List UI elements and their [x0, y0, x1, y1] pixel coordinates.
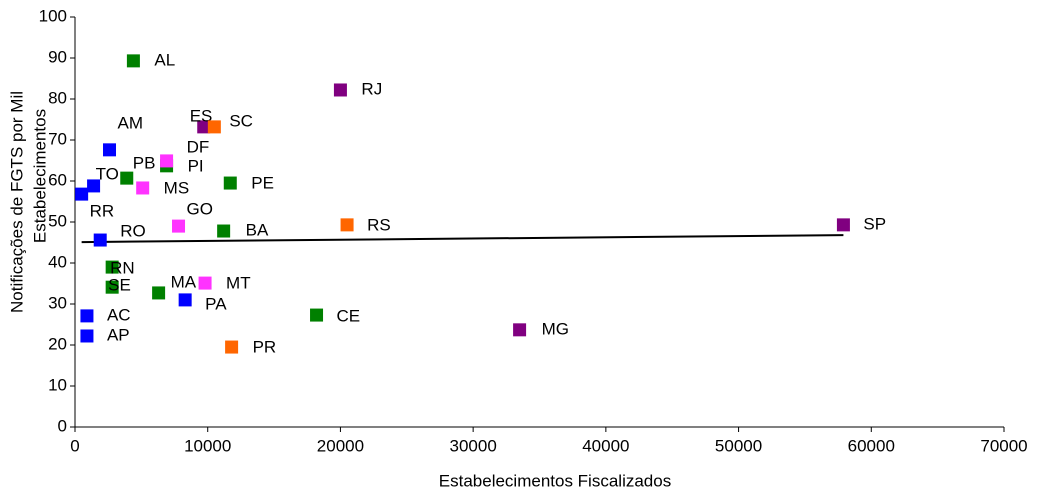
point: [75, 187, 89, 201]
point-label: TO: [96, 164, 119, 183]
point-label: SP: [863, 214, 886, 233]
point: [126, 54, 140, 68]
y-tick-label: 90: [48, 47, 67, 66]
point: [120, 171, 134, 185]
point-label: AM: [118, 113, 143, 132]
x-tick-label: 0: [70, 436, 79, 455]
point-label: PB: [133, 154, 156, 173]
x-tick-label: 60000: [848, 436, 895, 455]
point-label: CE: [337, 307, 361, 326]
point-label: PA: [205, 294, 227, 313]
x-tick-label: 20000: [317, 436, 364, 455]
y-tick-label: 0: [58, 416, 67, 435]
x-tick-label: 10000: [184, 436, 231, 455]
point: [105, 280, 119, 294]
y-axis-label: Notificações de FGTS por Mil: [7, 91, 26, 313]
point: [310, 308, 324, 322]
y-tick-label: 70: [48, 129, 67, 148]
point: [223, 176, 237, 190]
trendline: [81, 234, 844, 244]
point: [152, 286, 166, 300]
point-label: DF: [187, 137, 210, 156]
x-tick-label: 50000: [715, 436, 762, 455]
point-label: RJ: [361, 79, 382, 98]
point: [172, 219, 186, 233]
point-label: MG: [542, 319, 569, 338]
point: [105, 260, 119, 274]
point: [207, 120, 221, 134]
point-label: GO: [187, 200, 213, 219]
y-axis-label: Estabelecimentos: [30, 109, 49, 243]
x-tick-label: 70000: [980, 436, 1027, 455]
point: [836, 218, 850, 232]
point-label: RS: [367, 215, 391, 234]
point: [333, 83, 347, 97]
point: [136, 181, 150, 195]
point-label: PE: [251, 174, 274, 193]
point-label: AP: [107, 325, 130, 344]
y-tick-label: 80: [48, 88, 67, 107]
point-label: AC: [107, 305, 131, 324]
point-label: MA: [171, 272, 197, 291]
x-tick-label: 40000: [582, 436, 629, 455]
point-label: RO: [120, 222, 146, 241]
point: [225, 340, 239, 354]
y-tick-label: 30: [48, 293, 67, 312]
point: [93, 233, 107, 247]
point: [80, 329, 94, 343]
point-label: MT: [226, 274, 251, 293]
point-label: PI: [188, 156, 204, 175]
point: [160, 154, 174, 168]
point: [340, 218, 354, 232]
point-label: RN: [110, 259, 135, 278]
point-label: ES: [190, 106, 213, 125]
point: [198, 276, 212, 290]
y-tick-label: 10: [48, 375, 67, 394]
point-label: RR: [90, 202, 115, 221]
point-label: BA: [246, 221, 269, 240]
point: [178, 293, 192, 307]
point: [87, 179, 101, 193]
y-tick-label: 40: [48, 252, 67, 271]
point-label: SC: [229, 111, 253, 130]
y-tick-label: 50: [48, 211, 67, 230]
y-tick-label: 20: [48, 334, 67, 353]
y-tick-label: 60: [48, 170, 67, 189]
point: [217, 224, 231, 238]
point: [103, 143, 117, 157]
point-label: PR: [253, 338, 277, 357]
point-label: MS: [164, 178, 190, 197]
point: [80, 309, 94, 323]
point: [197, 120, 211, 134]
x-tick-label: 30000: [450, 436, 497, 455]
point-label: SE: [108, 276, 131, 295]
point-label: AL: [154, 50, 175, 69]
y-tick-label: 100: [39, 6, 67, 25]
point: [513, 323, 527, 337]
x-axis-label: Estabelecimentos Fiscalizados: [439, 471, 671, 490]
